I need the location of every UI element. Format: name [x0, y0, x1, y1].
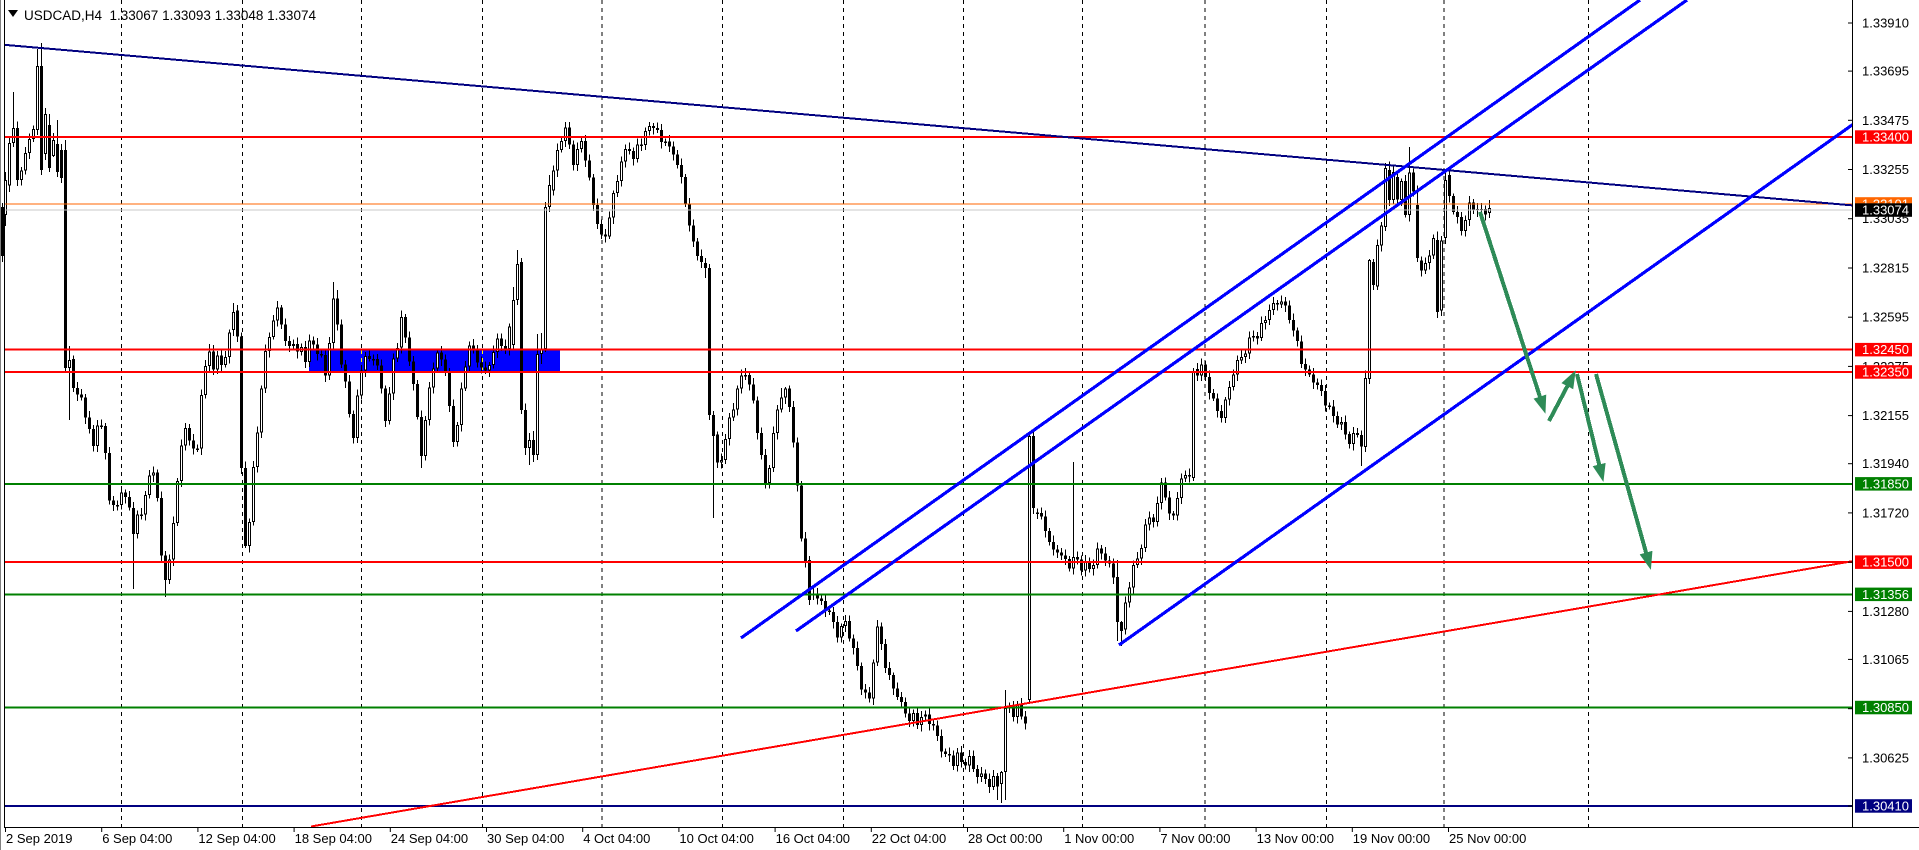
- svg-text:30 Sep 04:00: 30 Sep 04:00: [487, 831, 564, 846]
- svg-text:22 Oct 04:00: 22 Oct 04:00: [872, 831, 946, 846]
- svg-text:1.32450: 1.32450: [1862, 342, 1909, 357]
- svg-text:1.31500: 1.31500: [1862, 555, 1909, 570]
- svg-text:USDCAD,H4 1.33067 1.33093 1.3: USDCAD,H4 1.33067 1.33093 1.33048 1.3307…: [24, 8, 316, 23]
- svg-text:1.30625: 1.30625: [1862, 750, 1909, 765]
- svg-text:1 Nov 00:00: 1 Nov 00:00: [1064, 831, 1134, 846]
- svg-text:1.33400: 1.33400: [1862, 130, 1909, 145]
- svg-text:2 Sep 2019: 2 Sep 2019: [6, 831, 73, 846]
- svg-text:6 Sep 04:00: 6 Sep 04:00: [102, 831, 172, 846]
- svg-text:1.33910: 1.33910: [1862, 16, 1909, 31]
- svg-text:1.31720: 1.31720: [1862, 505, 1909, 520]
- svg-text:4 Oct 04:00: 4 Oct 04:00: [583, 831, 650, 846]
- svg-text:1.32155: 1.32155: [1862, 408, 1909, 423]
- svg-text:1.30850: 1.30850: [1862, 700, 1909, 715]
- svg-text:28 Oct 00:00: 28 Oct 00:00: [968, 831, 1042, 846]
- svg-text:1.31280: 1.31280: [1862, 604, 1909, 619]
- svg-text:1.31356: 1.31356: [1862, 587, 1909, 602]
- svg-text:7 Nov 00:00: 7 Nov 00:00: [1160, 831, 1230, 846]
- svg-text:18 Sep 04:00: 18 Sep 04:00: [295, 831, 372, 846]
- svg-text:1.31940: 1.31940: [1862, 456, 1909, 471]
- svg-text:1.33255: 1.33255: [1862, 162, 1909, 177]
- svg-text:1.33475: 1.33475: [1862, 113, 1909, 128]
- svg-text:10 Oct 04:00: 10 Oct 04:00: [679, 831, 753, 846]
- svg-text:1.31850: 1.31850: [1862, 476, 1909, 491]
- svg-text:25 Nov 00:00: 25 Nov 00:00: [1449, 831, 1526, 846]
- svg-text:1.30410: 1.30410: [1862, 799, 1909, 814]
- svg-text:1.32350: 1.32350: [1862, 365, 1909, 380]
- svg-text:24 Sep 04:00: 24 Sep 04:00: [391, 831, 468, 846]
- svg-text:1.33695: 1.33695: [1862, 64, 1909, 79]
- svg-text:1.32815: 1.32815: [1862, 261, 1909, 276]
- svg-text:1.33074: 1.33074: [1862, 203, 1909, 218]
- svg-text:12 Sep 04:00: 12 Sep 04:00: [198, 831, 275, 846]
- svg-text:19 Nov 00:00: 19 Nov 00:00: [1353, 831, 1430, 846]
- svg-text:13 Nov 00:00: 13 Nov 00:00: [1257, 831, 1334, 846]
- svg-text:1.32595: 1.32595: [1862, 310, 1909, 325]
- svg-text:1.31065: 1.31065: [1862, 652, 1909, 667]
- svg-text:16 Oct 04:00: 16 Oct 04:00: [776, 831, 850, 846]
